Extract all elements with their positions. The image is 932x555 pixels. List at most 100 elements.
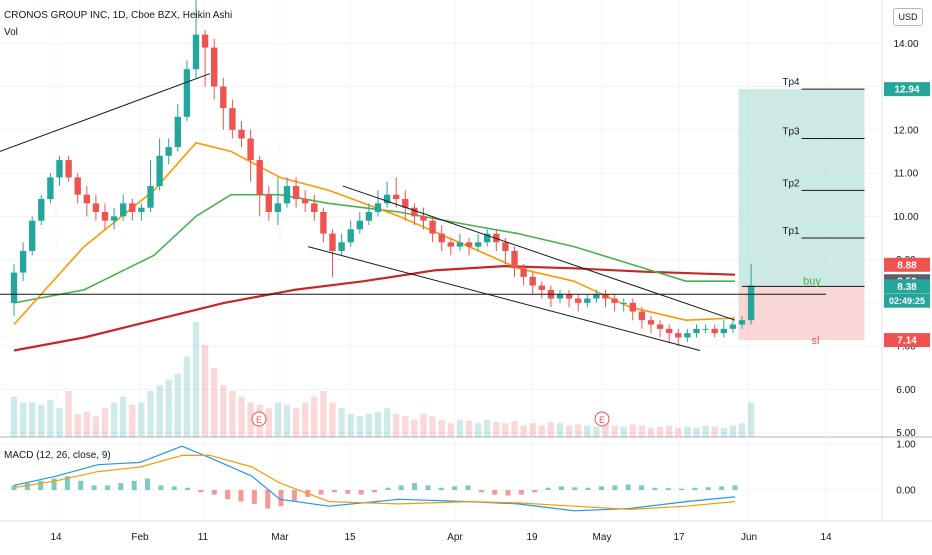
target-label: Tp4 xyxy=(782,77,800,88)
volume-label[interactable]: Vol xyxy=(4,27,18,38)
volume-bar xyxy=(174,373,181,437)
candle-body xyxy=(575,298,582,303)
candle-body xyxy=(156,155,163,187)
candle-body xyxy=(29,220,36,251)
candle-body xyxy=(638,311,646,321)
volume-bar xyxy=(747,402,755,437)
candle-body xyxy=(47,177,54,200)
macd-label[interactable]: MACD (12, 26, close, 9) xyxy=(4,450,111,461)
currency-button[interactable]: USD xyxy=(893,8,923,26)
candle-body xyxy=(556,294,564,299)
macd-hist-bar xyxy=(118,483,124,491)
candle-body xyxy=(338,242,345,251)
signal-line xyxy=(13,454,736,510)
price-tick-label: 6.00 xyxy=(896,385,916,396)
candle-body xyxy=(329,233,336,251)
volume-bar xyxy=(520,425,527,437)
candle-body xyxy=(238,129,245,139)
macd-hist-bar xyxy=(732,485,738,491)
price-tag-box xyxy=(884,333,930,348)
macd-hist-bar xyxy=(612,485,618,491)
candle-body xyxy=(320,212,327,234)
candle-body xyxy=(120,203,127,217)
chart-title[interactable]: CRONOS GROUP INC, 1D, Cboe BZX, Heikin A… xyxy=(4,10,233,21)
candle-body xyxy=(165,147,172,156)
candle-body xyxy=(738,320,746,325)
price-tag-text: 8.88 xyxy=(897,260,917,271)
price-tick-label: 14.00 xyxy=(893,39,918,50)
candle-body xyxy=(311,203,318,213)
volume-bar xyxy=(420,414,427,437)
candle-body xyxy=(383,194,391,204)
candle-body xyxy=(620,302,627,304)
earnings-label: E xyxy=(256,415,262,425)
candle-body xyxy=(729,324,737,329)
volume-bar xyxy=(638,425,646,437)
macd-hist-bar xyxy=(652,487,658,491)
volume-bar xyxy=(329,402,336,437)
macd-tick-label: 0.00 xyxy=(896,486,916,497)
candle-body xyxy=(693,328,700,334)
macd-hist-bar xyxy=(492,490,498,495)
candle-body xyxy=(529,276,536,286)
candle-body xyxy=(92,203,100,213)
macd-hist-bar xyxy=(278,490,284,507)
volume-bar xyxy=(493,422,500,437)
candle-body xyxy=(356,220,363,230)
candle-body xyxy=(502,242,509,251)
macd-hist-bar xyxy=(211,490,217,495)
candle-body xyxy=(511,250,518,269)
time-tick-label: Feb xyxy=(131,532,149,543)
trend-lines[interactable] xyxy=(0,73,826,351)
time-tick-label: 11 xyxy=(198,532,209,543)
candle-body xyxy=(302,199,309,204)
volume-bar xyxy=(465,420,473,437)
volume-bar xyxy=(283,404,291,437)
macd-pane xyxy=(11,445,738,512)
macd-hist-bar xyxy=(24,483,30,491)
volume-bar xyxy=(438,419,445,437)
volume-bar xyxy=(38,404,45,437)
macd-hist-bar xyxy=(78,480,84,491)
candle-body xyxy=(702,328,709,330)
candle-body xyxy=(229,108,236,130)
target-label: Tp1 xyxy=(782,226,800,237)
time-tick-label: 14 xyxy=(50,532,62,543)
volume-bar xyxy=(383,408,391,437)
volume-bar xyxy=(365,414,373,437)
macd-hist-bar xyxy=(585,487,591,491)
volume-bar xyxy=(575,424,582,437)
candle-body xyxy=(420,216,427,221)
volume-bar xyxy=(538,425,545,437)
volume-bar xyxy=(356,416,363,437)
macd-hist-bar xyxy=(518,490,524,495)
macd-hist-bar xyxy=(412,483,418,491)
price-tag-box xyxy=(884,293,930,308)
macd-hist-bar xyxy=(11,485,17,491)
volume-bar xyxy=(511,420,518,437)
candle-body xyxy=(402,199,409,208)
price-tag-text: 7.14 xyxy=(897,336,917,347)
candle-body xyxy=(720,328,727,334)
volume-bar xyxy=(402,416,409,437)
volume-bar xyxy=(647,427,655,437)
macd-hist-bar xyxy=(465,485,471,491)
stop-zone xyxy=(738,286,865,341)
volume-bar xyxy=(529,423,536,437)
macd-hist-bar xyxy=(251,490,257,504)
macd-hist-bar xyxy=(478,490,484,493)
volume-bar xyxy=(29,402,36,437)
volume-bar xyxy=(584,425,591,437)
volume-bar xyxy=(265,408,272,437)
macd-hist-bar xyxy=(64,476,70,491)
macd-hist-bar xyxy=(625,484,631,491)
candle-body xyxy=(429,220,436,234)
price-tag-text: 02:49:25 xyxy=(889,296,925,306)
macd-hist-bar xyxy=(198,490,204,493)
volume-bar xyxy=(65,391,72,437)
volume-bar xyxy=(56,408,63,437)
horizontal-grid xyxy=(0,42,882,491)
time-tick-label: Jun xyxy=(741,532,757,543)
